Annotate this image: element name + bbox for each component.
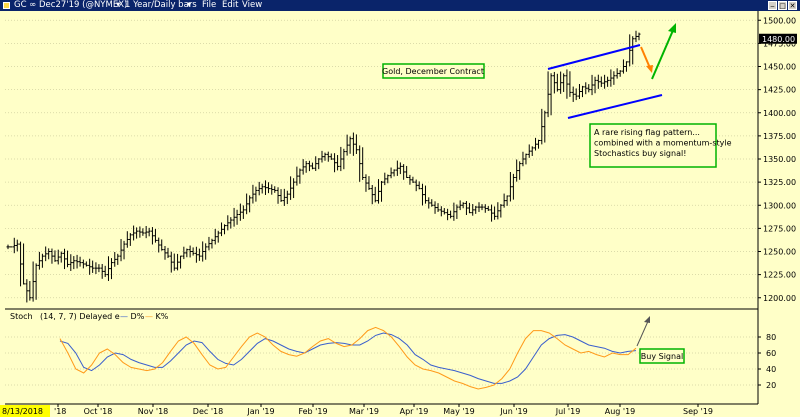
instrument-icon [3, 2, 10, 9]
last-price-text: 1480.00 [762, 35, 795, 44]
pattern-note-box [589, 123, 717, 168]
orange-arrow-icon [640, 46, 651, 69]
time-axis: 8/13/2018 '18 Oct '18 Nov '18 Dec '18 Jan '19… [0, 404, 713, 417]
time-tick-label: Sep '19 [683, 407, 713, 416]
time-tick-label: Mar '19 [349, 407, 379, 416]
time-tick-label: May '19 [443, 407, 474, 416]
time-tick-label: Aug '19 [605, 407, 636, 416]
legend-k-label: — K% [145, 312, 169, 321]
time-tick-label: Oct '18 [84, 407, 113, 416]
price-tick-label: 1375.00 [763, 132, 796, 141]
time-tick-label: Jun '19 [499, 407, 527, 416]
price-tick-label: 1425.00 [763, 86, 796, 95]
menu-view[interactable]: View [242, 0, 263, 10]
price-tick-label: 1400.00 [763, 109, 796, 118]
stoch-arrow-icon [636, 318, 650, 347]
channel-upper-line [547, 44, 641, 70]
price-bars [6, 30, 641, 303]
price-tick-label: 1200.00 [763, 294, 796, 303]
date-cursor-bg [0, 405, 50, 417]
time-tick-label: Nov '18 [138, 407, 169, 416]
chart-toolbar: GC ∞ Dec27'19 (@NYMEX) ▾ 1 Year/Daily ba… [0, 0, 800, 11]
time-tick-label: Jan '19 [246, 407, 274, 416]
stoch-tick-label: 80 [766, 333, 776, 342]
price-axis: 1200.00 1225.00 1250.00 1275.00 1300.00 1325.… [758, 16, 796, 303]
stoch-line-D [59, 332, 637, 384]
close-icon[interactable]: ✕ [788, 1, 797, 10]
stoch-line-K [59, 326, 637, 390]
time-tick-label: Dec '18 [193, 407, 223, 416]
buy-signal-text: Buy Signal [641, 352, 683, 361]
time-tick-label: Apr '19 [400, 407, 429, 416]
stoch-params: (14, 7, 7) Delayed e [40, 312, 120, 321]
price-tick-label: 1300.00 [763, 201, 796, 210]
stochastic-axis: 20 40 60 80 [758, 333, 776, 390]
time-tick-label: Jul '19 [555, 407, 581, 416]
green-arrow-icon [651, 27, 675, 80]
price-tick-label: 1475.00 [763, 39, 796, 48]
instrument-label[interactable]: GC ∞ Dec27'19 (@NYMEX) [14, 0, 128, 10]
period-label[interactable]: 1 Year/Daily bars [125, 0, 197, 10]
date-cursor-label: 8/13/2018 [2, 407, 43, 416]
orange-arrow-head [646, 65, 653, 73]
last-price-bg [759, 33, 797, 44]
last-price-badge: 1480.00 [759, 33, 797, 44]
time-tick-label: '18 [54, 407, 66, 416]
maximize-icon[interactable]: □ [778, 1, 787, 10]
time-tick-label: Feb '19 [298, 407, 327, 416]
dropdown-arrow-icon[interactable]: ▾ [116, 0, 121, 10]
stoch-arrow-head [644, 316, 650, 323]
stoch-title: Stoch [10, 312, 33, 321]
minimize-icon[interactable]: ‒ [768, 1, 777, 10]
stoch-tick-label: 40 [766, 365, 776, 374]
contract-note-box [382, 63, 485, 79]
price-tick-label: 1250.00 [763, 248, 796, 257]
menu-edit[interactable]: Edit [222, 0, 239, 10]
dropdown-arrow-icon[interactable]: ▾ [187, 0, 192, 10]
price-tick-label: 1500.00 [763, 16, 796, 25]
price-tick-label: 1450.00 [763, 63, 796, 72]
stochastic-lines [59, 326, 637, 390]
menu-file[interactable]: File [202, 0, 217, 10]
pattern-note-text: A rare rising flag pattern... combined w… [594, 128, 734, 158]
chart-canvas: 1200.00 1225.00 1250.00 1275.00 1300.00 1325.… [0, 11, 797, 417]
stoch-tick-label: 20 [766, 381, 776, 390]
buy-signal-box [639, 348, 685, 364]
price-tick-label: 1275.00 [763, 224, 796, 233]
stoch-tick-label: 60 [766, 349, 776, 358]
legend-d-label: — D% [120, 312, 145, 321]
price-tick-label: 1350.00 [763, 155, 796, 164]
contract-note-text: Gold, December Contract [382, 67, 484, 76]
channel-lower-line [567, 94, 663, 119]
green-arrow-head [668, 23, 676, 33]
price-tick-label: 1225.00 [763, 271, 796, 280]
price-tick-label: 1325.00 [763, 178, 796, 187]
